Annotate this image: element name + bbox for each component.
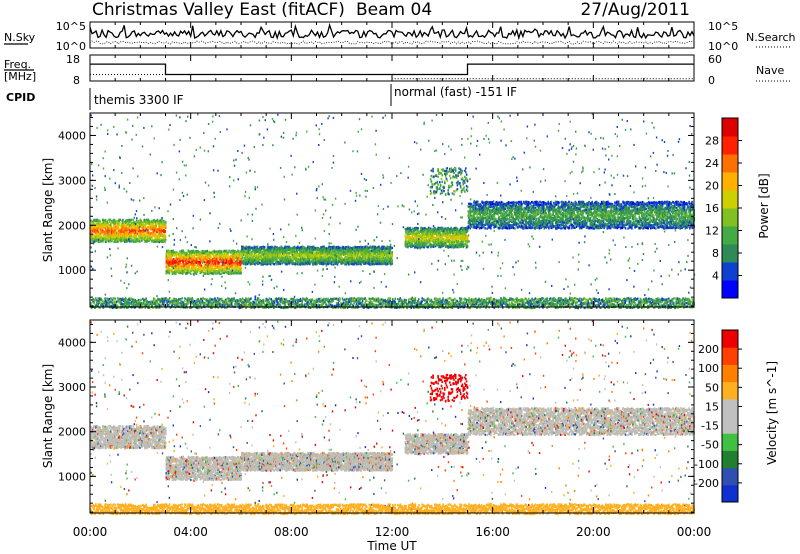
power-cell <box>130 219 132 221</box>
nave-right-tick-bottom: 0 <box>708 74 715 87</box>
date-label: 27/Aug/2011 <box>580 0 690 20</box>
noise-search-label: N.Search <box>746 31 796 44</box>
frequency-trace <box>90 64 694 74</box>
freq-left-tick-top: 18 <box>66 53 80 66</box>
power-cell <box>132 219 134 221</box>
cpid-label: CPID <box>6 91 35 104</box>
power-cell <box>146 233 148 235</box>
beam-label: Beam 04 <box>356 0 432 20</box>
cpid-panel: CPID themis 3300 IF normal (fast) -151 I… <box>6 84 517 110</box>
noise-left-tick-bottom: 10^0 <box>56 40 86 53</box>
noise-right-tick-top: 10^5 <box>708 20 738 33</box>
noise-left-tick-top: 10^5 <box>56 20 86 33</box>
power-cell <box>102 231 104 233</box>
noise-sky-label: N.Sky <box>4 31 36 44</box>
power-cell <box>98 231 100 233</box>
power-cell <box>119 223 121 225</box>
power-cell <box>139 240 141 242</box>
frequency-panel: Freq. [MHz] 18 8 60 0 Nave <box>4 53 792 87</box>
nave-right-tick-top: 60 <box>708 53 722 66</box>
power-cell <box>105 233 107 235</box>
power-cell <box>131 235 133 237</box>
radar-summary-plot: Christmas Valley East (fitACF) Beam 04 2… <box>0 0 800 554</box>
power-cell <box>138 220 140 222</box>
power-cell <box>105 235 107 237</box>
power-cell <box>106 220 108 222</box>
plot-title: Christmas Valley East (fitACF) <box>92 0 345 20</box>
power-cell <box>99 222 101 224</box>
power-cell <box>120 219 122 221</box>
noise-panel: N.Sky 10^5 10^0 10^5 10^0 N.Search <box>4 20 796 53</box>
power-cell <box>122 219 124 221</box>
power-cell <box>131 233 133 235</box>
power-cell <box>144 232 146 234</box>
noise-right-tick-bottom: 10^0 <box>708 40 738 53</box>
power-cell <box>137 233 139 235</box>
cpid-mode-1: themis 3300 IF <box>94 93 184 107</box>
cpid-mode-2: normal (fast) -151 IF <box>394 85 517 99</box>
power-cell <box>107 222 109 224</box>
freq-unit-label: [MHz] <box>4 70 36 83</box>
nave-label: Nave <box>756 64 784 77</box>
freq-left-tick-bottom: 8 <box>73 74 80 87</box>
